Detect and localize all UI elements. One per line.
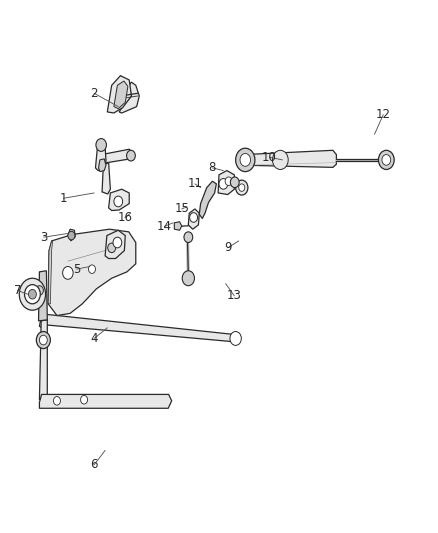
Circle shape — [114, 196, 123, 207]
Polygon shape — [188, 209, 199, 229]
Circle shape — [35, 286, 43, 295]
Circle shape — [272, 150, 288, 169]
Polygon shape — [39, 314, 239, 342]
Text: 5: 5 — [73, 263, 80, 276]
Text: 6: 6 — [90, 458, 98, 471]
Polygon shape — [48, 229, 136, 316]
Circle shape — [25, 285, 40, 304]
Circle shape — [239, 184, 245, 191]
Circle shape — [240, 154, 251, 166]
Circle shape — [378, 150, 394, 169]
Polygon shape — [174, 222, 182, 230]
Text: 13: 13 — [227, 289, 242, 302]
Text: 4: 4 — [90, 332, 98, 345]
Polygon shape — [107, 76, 131, 113]
Text: 10: 10 — [262, 151, 277, 164]
Polygon shape — [68, 229, 75, 241]
Polygon shape — [218, 171, 234, 195]
Polygon shape — [99, 159, 106, 172]
Polygon shape — [101, 149, 132, 163]
Text: 11: 11 — [187, 177, 202, 190]
Polygon shape — [102, 163, 110, 194]
Polygon shape — [119, 82, 139, 113]
Polygon shape — [39, 271, 47, 321]
Circle shape — [382, 155, 391, 165]
Circle shape — [28, 289, 36, 299]
Text: 12: 12 — [376, 108, 391, 121]
Text: 7: 7 — [14, 284, 21, 297]
Circle shape — [36, 332, 50, 349]
Text: 3: 3 — [40, 231, 47, 244]
Text: 14: 14 — [157, 220, 172, 233]
Circle shape — [219, 179, 228, 189]
Text: 9: 9 — [224, 241, 232, 254]
Text: 15: 15 — [174, 203, 189, 215]
Text: 2: 2 — [90, 87, 98, 100]
Circle shape — [53, 397, 60, 405]
Circle shape — [81, 395, 88, 404]
Polygon shape — [114, 81, 128, 109]
Circle shape — [236, 180, 248, 195]
Polygon shape — [109, 189, 129, 211]
Circle shape — [63, 266, 73, 279]
Circle shape — [127, 150, 135, 161]
Polygon shape — [199, 181, 216, 219]
Polygon shape — [95, 144, 106, 171]
Text: 1: 1 — [60, 192, 67, 205]
Circle shape — [88, 265, 95, 273]
Circle shape — [19, 278, 46, 310]
Circle shape — [96, 139, 106, 151]
Polygon shape — [244, 150, 336, 167]
Text: 16: 16 — [117, 211, 132, 224]
Circle shape — [230, 332, 241, 345]
Polygon shape — [48, 241, 53, 304]
Circle shape — [68, 231, 75, 240]
Circle shape — [113, 237, 122, 248]
Circle shape — [39, 335, 47, 345]
Polygon shape — [105, 230, 125, 259]
Circle shape — [184, 232, 193, 243]
Circle shape — [182, 271, 194, 286]
Text: 8: 8 — [209, 161, 216, 174]
Circle shape — [230, 177, 239, 188]
Circle shape — [190, 213, 198, 222]
Circle shape — [236, 148, 255, 172]
Circle shape — [225, 177, 232, 185]
Polygon shape — [39, 320, 47, 400]
Polygon shape — [39, 394, 172, 408]
Circle shape — [108, 243, 116, 253]
